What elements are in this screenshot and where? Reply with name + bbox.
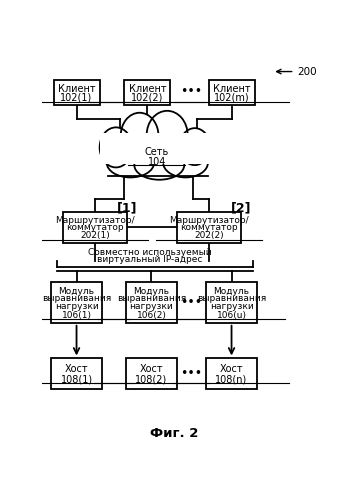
Bar: [99, 133, 215, 166]
Text: 200: 200: [297, 66, 317, 76]
FancyBboxPatch shape: [54, 80, 100, 105]
Text: 102(1): 102(1): [60, 92, 93, 102]
Text: Клиент: Клиент: [213, 84, 250, 94]
FancyBboxPatch shape: [51, 358, 102, 389]
FancyBboxPatch shape: [206, 282, 257, 323]
Text: виртуальный IP-адрес: виртуальный IP-адрес: [97, 254, 203, 264]
Text: Клиент: Клиент: [129, 84, 166, 94]
FancyBboxPatch shape: [177, 212, 241, 243]
Text: Модуль: Модуль: [134, 286, 170, 296]
Text: 108(2): 108(2): [135, 374, 167, 384]
Text: Маршрутизатор/: Маршрутизатор/: [170, 216, 249, 225]
Text: 202(2): 202(2): [194, 232, 224, 240]
Text: Совместно используемый: Совместно используемый: [88, 248, 212, 256]
FancyBboxPatch shape: [51, 282, 102, 323]
Ellipse shape: [180, 128, 210, 165]
FancyBboxPatch shape: [126, 358, 177, 389]
FancyBboxPatch shape: [124, 80, 171, 105]
Text: 106(1): 106(1): [62, 311, 92, 320]
Text: нагрузки: нагрузки: [55, 302, 98, 311]
Text: нагрузки: нагрузки: [129, 302, 173, 311]
Text: [1]: [1]: [117, 202, 137, 214]
Text: Модуль: Модуль: [59, 286, 95, 296]
Text: выравнивания: выравнивания: [197, 294, 266, 303]
Text: 102(2): 102(2): [131, 92, 164, 102]
Text: выравнивания: выравнивания: [117, 294, 186, 303]
Text: Хост: Хост: [220, 364, 243, 374]
Text: Сеть: Сеть: [144, 148, 169, 158]
Ellipse shape: [134, 150, 184, 180]
Text: Хост: Хост: [65, 364, 88, 374]
Text: нагрузки: нагрузки: [210, 302, 254, 311]
Text: 202(1): 202(1): [80, 232, 110, 240]
Ellipse shape: [163, 148, 208, 178]
Ellipse shape: [100, 128, 132, 168]
Text: Клиент: Клиент: [58, 84, 95, 94]
Ellipse shape: [147, 111, 188, 160]
Ellipse shape: [121, 112, 159, 159]
Text: выравнивания: выравнивания: [42, 294, 111, 303]
FancyBboxPatch shape: [126, 282, 177, 323]
Text: Хост: Хост: [140, 364, 163, 374]
Text: Маршрутизатор/: Маршрутизатор/: [55, 216, 135, 225]
Text: Модуль: Модуль: [214, 286, 250, 296]
FancyBboxPatch shape: [208, 80, 255, 105]
FancyBboxPatch shape: [63, 212, 127, 243]
Text: коммутатор: коммутатор: [66, 222, 124, 232]
Text: коммутатор: коммутатор: [180, 222, 238, 232]
Text: 106(u): 106(u): [217, 311, 246, 320]
Text: Фиг. 2: Фиг. 2: [149, 427, 198, 440]
FancyBboxPatch shape: [206, 358, 257, 389]
Text: [2]: [2]: [231, 202, 252, 214]
Ellipse shape: [107, 148, 154, 178]
Text: 108(n): 108(n): [215, 374, 248, 384]
Text: 106(2): 106(2): [137, 311, 166, 320]
Text: •••: •••: [180, 296, 202, 309]
Bar: [100, 133, 213, 164]
Text: 104: 104: [147, 157, 166, 167]
Text: •••: •••: [180, 86, 202, 98]
Text: 108(1): 108(1): [60, 374, 93, 384]
Text: 102(m): 102(m): [214, 92, 250, 102]
Text: •••: •••: [180, 368, 202, 380]
